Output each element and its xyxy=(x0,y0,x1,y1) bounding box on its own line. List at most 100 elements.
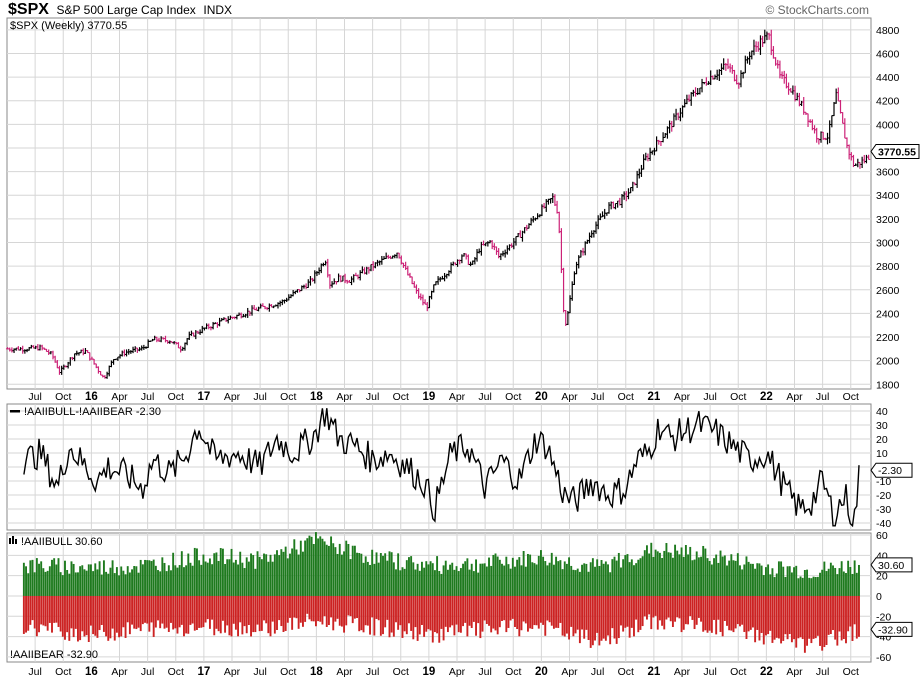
price-tick-label: 4200 xyxy=(876,96,900,108)
bullbear-x-tick-label: Apr xyxy=(786,666,803,678)
bullbear-x-tick-label: 22 xyxy=(760,666,773,678)
bullbear-x-tick-label: Oct xyxy=(55,666,71,678)
bull-legend: !AAIIBULL 30.60 xyxy=(21,536,103,548)
price-x-tick-label: Jul xyxy=(703,391,716,403)
bullbear-x-tick-label: Apr xyxy=(111,666,128,678)
price-tick-label: 2400 xyxy=(876,308,900,320)
bullbear-x-tick-label: Oct xyxy=(618,666,634,678)
price-tick-label: 2200 xyxy=(876,332,900,344)
bullbear-x-tick-label: 16 xyxy=(85,666,98,678)
price-last-value-tag xyxy=(870,144,920,160)
price-x-tick-label: 19 xyxy=(422,391,435,403)
bullbear-x-tick-label: 17 xyxy=(197,666,210,678)
spread-tick-label: -30 xyxy=(876,504,891,516)
bullbear-x-tick-label: Oct xyxy=(730,666,746,678)
bull-legend-swatch xyxy=(12,536,14,544)
spread-legend-swatch xyxy=(10,410,20,413)
price-x-tick-label: 18 xyxy=(310,391,323,403)
price-tick-label: 1800 xyxy=(876,379,900,391)
price-tick-label: 4000 xyxy=(876,119,900,131)
price-x-tick-label: 22 xyxy=(760,391,773,403)
bullbear-x-tick-label: Oct xyxy=(280,666,296,678)
price-x-tick-label: Apr xyxy=(449,391,466,403)
bullbear-x-tick-label: Oct xyxy=(393,666,409,678)
source-credit: © StockCharts.com xyxy=(765,3,869,17)
price-tick-label: 3600 xyxy=(876,167,900,179)
price-bar xyxy=(867,154,871,160)
price-x-tick-label: Oct xyxy=(393,391,409,403)
price-x-tick-label: Oct xyxy=(505,391,521,403)
price-x-tick-label: Jul xyxy=(591,391,604,403)
bull-legend-swatch xyxy=(9,538,11,544)
bullbear-tick-label: 40 xyxy=(876,550,888,562)
bullbear-x-tick-label: Oct xyxy=(505,666,521,678)
price-last-value-label: 3770.55 xyxy=(878,147,916,159)
bear-last-value-tag xyxy=(870,621,913,637)
bullbear-tick-label: -60 xyxy=(876,652,891,664)
price-tick-label: 3000 xyxy=(876,237,900,249)
price-x-tick-label: 17 xyxy=(197,391,210,403)
bullbear-x-tick-label: Jul xyxy=(253,666,266,678)
bullbear-x-tick-label: 20 xyxy=(535,666,548,678)
spread-tick-label: -40 xyxy=(876,518,891,530)
bull-last-value-label: 30.60 xyxy=(878,560,904,572)
bullbear-tick-label: 60 xyxy=(876,530,888,542)
bullbear-x-tick-label: 21 xyxy=(647,666,660,678)
price-tick-label: 3200 xyxy=(876,214,900,226)
price-x-tick-label: 20 xyxy=(535,391,548,403)
price-x-tick-label: 21 xyxy=(647,391,660,403)
bullbear-x-tick-label: Apr xyxy=(561,666,578,678)
price-x-tick-label: Oct xyxy=(55,391,71,403)
price-tick-label: 2000 xyxy=(876,356,900,368)
price-x-tick-label: Oct xyxy=(730,391,746,403)
price-tick-label: 4800 xyxy=(876,25,900,37)
spread-tick-label: 30 xyxy=(876,420,888,432)
price-x-tick-label: Apr xyxy=(336,391,353,403)
price-x-tick-label: Oct xyxy=(843,391,859,403)
price-x-tick-label: Apr xyxy=(786,391,803,403)
bullbear-x-tick-label: Apr xyxy=(336,666,353,678)
bullbear-x-tick-label: Apr xyxy=(674,666,691,678)
price-x-tick-label: Apr xyxy=(561,391,578,403)
spread-legend: !AAIIBULL-!AAIIBEAR -2.30 xyxy=(24,406,161,418)
price-x-tick-label: Jul xyxy=(816,391,829,403)
bullbear-x-tick-label: Jul xyxy=(816,666,829,678)
spread-last-value-tag xyxy=(870,462,913,478)
bull-legend-swatch xyxy=(15,539,17,544)
spread-tick-label: -10 xyxy=(876,476,891,488)
bullbear-tick-label: 0 xyxy=(876,591,882,603)
price-x-tick-label: Jul xyxy=(366,391,379,403)
price-x-tick-label: Oct xyxy=(168,391,184,403)
index-name: S&P 500 Large Cap Index xyxy=(56,3,196,17)
price-x-tick-label: Jul xyxy=(141,391,154,403)
spread-tick-label: 40 xyxy=(876,406,888,418)
price-x-tick-label: Oct xyxy=(280,391,296,403)
price-tick-label: 2600 xyxy=(876,285,900,297)
price-x-tick-label: Apr xyxy=(674,391,691,403)
spread-tick-label: 10 xyxy=(876,448,888,460)
bullbear-x-tick-label: Jul xyxy=(28,666,41,678)
price-x-tick-label: Apr xyxy=(224,391,241,403)
price-x-tick-label: 16 xyxy=(85,391,98,403)
price-tick-label: 4600 xyxy=(876,48,900,60)
exchange-label: INDX xyxy=(203,3,233,17)
bullbear-x-tick-label: Jul xyxy=(366,666,379,678)
ticker-symbol: $SPX xyxy=(8,1,49,18)
bullbear-x-tick-label: 18 xyxy=(310,666,323,678)
bear-last-value-label: -32.90 xyxy=(878,624,908,636)
price-legend: $SPX (Weekly) 3770.55 xyxy=(10,20,127,32)
bullbear-tick-label: 20 xyxy=(876,571,888,583)
bullbear-tick-label: -20 xyxy=(876,611,891,623)
bullbear-x-tick-label: Jul xyxy=(141,666,154,678)
price-x-tick-label: Jul xyxy=(253,391,266,403)
price-tick-label: 4400 xyxy=(876,72,900,84)
bullbear-x-tick-label: Jul xyxy=(591,666,604,678)
bullbear-x-tick-label: Oct xyxy=(168,666,184,678)
spread-tick-label: 20 xyxy=(876,434,888,446)
bear-legend: !AAIIBEAR -32.90 xyxy=(10,649,98,661)
bullbear-x-tick-label: Oct xyxy=(843,666,859,678)
price-x-tick-label: Jul xyxy=(28,391,41,403)
price-tick-label: 3400 xyxy=(876,190,900,202)
spread-series-line xyxy=(23,408,860,528)
